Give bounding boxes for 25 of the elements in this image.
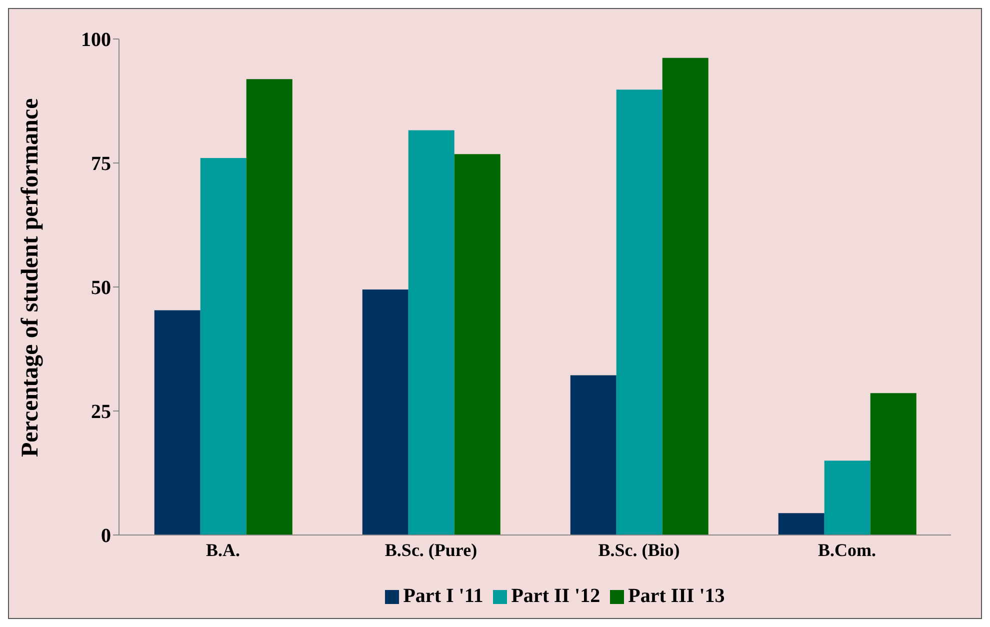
- y-tick-label: 25: [91, 401, 111, 424]
- y-tick-label: 0: [101, 525, 111, 548]
- bar: [408, 130, 454, 535]
- bar: [616, 90, 662, 535]
- bar: [200, 158, 246, 535]
- y-axis-title: Percentage of student performance: [18, 98, 44, 457]
- bar: [570, 375, 616, 535]
- bar: [778, 513, 824, 535]
- y-tick-label: 100: [81, 29, 111, 52]
- bar: [246, 79, 292, 535]
- legend-label: Part III '13: [628, 585, 725, 607]
- x-tick-label: B.A.: [206, 540, 240, 560]
- x-tick-label: B.Sc. (Pure): [384, 540, 478, 560]
- legend-label: Part II '12: [511, 585, 600, 607]
- bar: [870, 393, 916, 535]
- bar: [662, 58, 708, 535]
- bar: [154, 310, 200, 535]
- legend-label: Part I '11: [403, 585, 484, 607]
- bar: [824, 460, 870, 535]
- bar: [362, 289, 408, 535]
- x-tick-label: B.Sc. (Bio): [598, 540, 680, 560]
- y-tick-label: 75: [91, 153, 111, 176]
- bar: [454, 154, 500, 535]
- y-tick-label: 50: [91, 277, 111, 300]
- x-tick-label: B.Com.: [818, 540, 876, 560]
